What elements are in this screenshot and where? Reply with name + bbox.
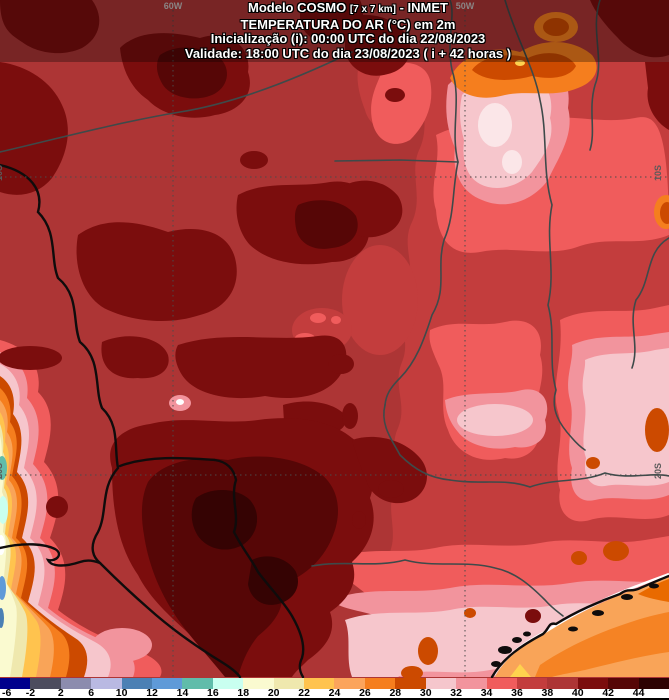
colorbar-cell	[30, 678, 61, 689]
colorbar-tick-label: 24	[328, 687, 341, 699]
colorbar-cell	[577, 678, 609, 689]
colorbar-cell	[91, 678, 122, 689]
colorbar-cell	[243, 678, 274, 689]
colorbar-tick-label: 28	[389, 687, 402, 699]
colorbar-tick-label: 12	[146, 687, 158, 699]
colorbar-cell	[182, 678, 213, 689]
map-title: Modelo COSMO [7 x 7 km] - INMET TEMPERAT…	[68, 0, 628, 61]
colorbar-tick-label: 44	[632, 687, 645, 699]
lat-label: 10S	[653, 164, 664, 182]
lon-label: 60W	[163, 1, 183, 11]
colorbar-tick-label: 32	[450, 687, 462, 699]
colorbar-tick-label: 6	[88, 687, 95, 699]
colorbar-tick-label: 36	[511, 687, 523, 699]
colorbar-tick-label: 40	[571, 687, 584, 699]
colorbar-tick-label: 14	[176, 687, 189, 699]
colorbar-cells	[0, 678, 669, 689]
colorbar-tick-label: 22	[298, 687, 310, 699]
title-line-1: Modelo COSMO [7 x 7 km] - INMET	[248, 0, 448, 15]
lat-label: 20S	[653, 462, 664, 480]
title-line-4: Validade: 18:00 UTC do dia 23/08/2023 ( …	[184, 45, 512, 61]
colorbar-cell	[425, 678, 457, 689]
colorbar-tick-label: 2	[57, 687, 64, 699]
colorbar-cell	[547, 678, 578, 689]
temperature-colorbar: -6 -2 2 6 10 12 14 16 18 20 22 24 26 28 30 32 34 36 38 40 42…	[0, 678, 669, 700]
colorbar-tick-label: -6	[2, 687, 12, 699]
temperature-field-svg	[0, 0, 669, 678]
colorbar-cell	[395, 678, 426, 689]
colorbar-cell	[638, 678, 669, 689]
colorbar-tick-label: 30	[419, 687, 432, 699]
colorbar-cell	[212, 678, 244, 689]
temperature-map: Modelo COSMO [7 x 7 km] - INMET TEMPERAT…	[0, 0, 669, 678]
colorbar-cell	[608, 678, 639, 689]
model-resolution: [7 x 7 km]	[349, 4, 396, 15]
colorbar-tick-label: 18	[237, 687, 250, 699]
colorbar-tick-label: 10	[115, 687, 128, 699]
title-line-3: Inicialização (i): 00:00 UTC do dia 22/0…	[210, 31, 486, 46]
colorbar-tick-label: 38	[541, 687, 554, 699]
lat-label: 10S	[0, 164, 5, 182]
colorbar-tick-label: 16	[207, 687, 219, 699]
colorbar-tick-label: 42	[602, 687, 615, 699]
colorbar-tick-label: 26	[359, 687, 371, 699]
colorbar-tick-label: 20	[267, 687, 280, 699]
colorbar-labels: -6 -2 2 6 10 12 14 16 18 20 22 24 26 28 30 32 34 36 38 40 42…	[0, 687, 669, 700]
lon-label: 50W	[455, 1, 475, 11]
colorbar-tick-label: -2	[25, 687, 36, 699]
colorbar-cell	[60, 678, 92, 689]
colorbar-cell	[304, 678, 335, 689]
colorbar-tick-label: 34	[480, 687, 493, 699]
colorbar-cell	[273, 678, 305, 689]
colorbar-cell	[334, 678, 365, 689]
colorbar-cell	[121, 678, 153, 689]
lat-label: 20S	[0, 462, 5, 480]
colorbar-cell	[364, 678, 396, 689]
colorbar-cell	[516, 678, 548, 689]
title-line-2: TEMPERATURA DO AR (°C) em 2m	[240, 16, 456, 32]
colorbar-cell	[152, 678, 183, 689]
colorbar-cell	[0, 678, 31, 689]
colorbar-cell	[456, 678, 487, 689]
colorbar-cell	[486, 678, 517, 689]
